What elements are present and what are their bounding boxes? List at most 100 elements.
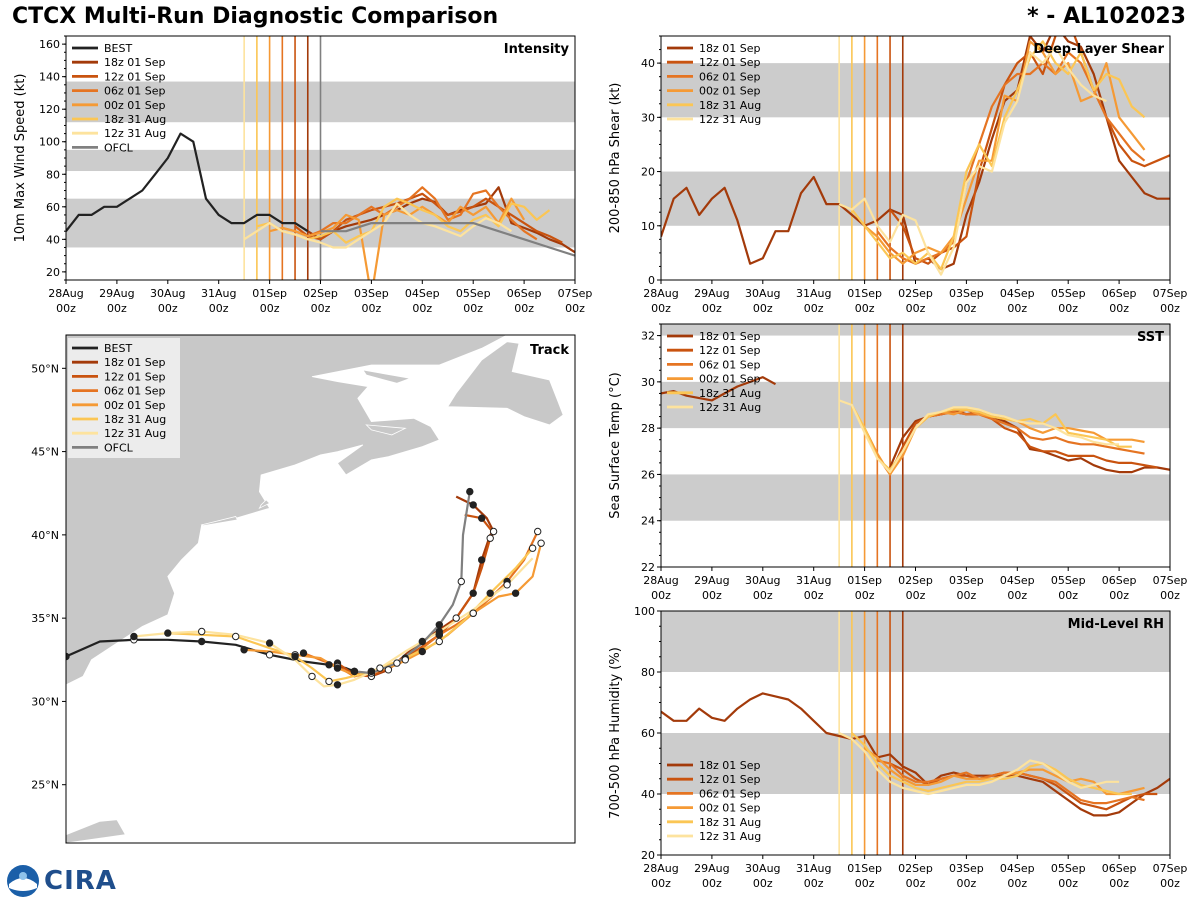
rh-ytick-label: 80 — [641, 666, 655, 679]
intensity-xtick-label: 01Sep — [252, 287, 287, 300]
intensity-xtick-label: 07Sep — [558, 287, 593, 300]
track-point-best — [198, 637, 206, 646]
sst-xtick-label: 02Sep — [898, 574, 933, 587]
shear-legend-label-12z-01-sep: 12z 01 Sep — [699, 56, 761, 69]
intensity-xtick-label: 00z — [463, 302, 483, 315]
track-point-ofcl — [435, 621, 443, 629]
track-point-best — [265, 651, 274, 659]
track-lat-tick-label: 45°N — [31, 446, 59, 459]
rh-series-12z-31-aug — [838, 732, 1120, 796]
track-legend-label-18z-01-sep: 18z 01 Sep — [104, 356, 166, 369]
track-point-12z-31-aug — [435, 627, 443, 636]
intensity-xtick-label: 31Aug — [201, 287, 236, 300]
sst-title: SST — [1137, 330, 1164, 345]
shear-legend-label-18z-31-aug: 18z 31 Aug — [699, 99, 761, 112]
intensity-xtick-label: 29Aug — [99, 287, 134, 300]
cira-logo-text: CIRA — [44, 866, 117, 896]
shear-ylabel: 200-850 hPa Shear (kt) — [608, 83, 623, 234]
pei-land — [365, 424, 407, 436]
rh-xtick-label: 31Aug — [796, 862, 831, 875]
intensity-xtick-label: 02Sep — [303, 287, 338, 300]
shear-legend-label-18z-01-sep: 18z 01 Sep — [699, 42, 761, 55]
rh-xtick-label: 00z — [855, 877, 875, 890]
intensity-ytick-label: 100 — [39, 136, 60, 149]
intensity-ylabel: 10m Max Wind Speed (kt) — [13, 74, 28, 243]
track-point-12z-31-aug — [130, 632, 138, 641]
track-legend-label-00z-01-sep: 00z 01 Sep — [104, 399, 166, 412]
intensity-xtick-label: 06Sep — [507, 287, 542, 300]
intensity-ytick-label: 40 — [46, 233, 60, 246]
shear-xtick-label: 02Sep — [898, 287, 933, 300]
shear-xtick-label: 00z — [1058, 302, 1078, 315]
intensity-xtick-label: 00z — [514, 302, 534, 315]
intensity-series-06z-01-sep — [282, 186, 538, 241]
sst-ytick-label: 22 — [641, 561, 655, 574]
track-frame — [65, 334, 576, 844]
sst-legend-label-00z-01-sep: 00z 01 Sep — [699, 373, 761, 386]
intensity-series-00z-01-sep — [269, 197, 526, 280]
sst-ytick-label: 30 — [641, 376, 655, 389]
intensity-legend-label-18z-31-aug: 18z 31 Aug — [104, 113, 166, 126]
intensity-legend-label-ofcl: OFCL — [104, 141, 134, 154]
cape-cod-land — [258, 499, 271, 510]
rh-xtick-label: 00z — [651, 877, 671, 890]
shear-series-18z-31-aug — [851, 40, 1146, 271]
sst-ytick-label: 32 — [641, 330, 655, 343]
track-point-18z-01-sep — [384, 666, 393, 674]
anticosti-land — [362, 369, 412, 384]
newfoundland-land — [447, 341, 564, 426]
rh-ytick-label: 40 — [641, 788, 655, 801]
intensity-ytick-label: 80 — [46, 168, 60, 181]
rh-series-18z-01-sep — [661, 692, 1170, 817]
rh-xtick-label: 00z — [804, 877, 824, 890]
shear-title: Deep-Layer Shear — [1033, 42, 1164, 57]
long-island-land — [200, 516, 238, 527]
track-point-18z-01-sep — [478, 556, 486, 564]
track-point-00z-01-sep — [469, 609, 477, 617]
track-point-ofcl — [466, 487, 474, 496]
shear-xtick-label: 00z — [702, 302, 722, 315]
shear-xtick-label: 31Aug — [796, 287, 831, 300]
track-point-best — [325, 661, 333, 669]
track-point-12z-31-aug — [503, 581, 511, 589]
sst-legend-label-06z-01-sep: 06z 01 Sep — [699, 358, 761, 371]
track-point-12z-01-sep — [478, 514, 486, 522]
shear-xtick-label: 00z — [957, 302, 977, 315]
sst-ytick-label: 26 — [641, 468, 655, 481]
sst-xtick-label: 00z — [1160, 589, 1180, 602]
shear-xtick-label: 29Aug — [694, 287, 729, 300]
rh-xtick-label: 00z — [702, 877, 722, 890]
sst-xtick-label: 00z — [804, 589, 824, 602]
sst-xtick-label: 05Sep — [1051, 574, 1086, 587]
bahamas-land — [66, 819, 127, 843]
intensity-legend-label-best: BEST — [104, 42, 132, 55]
intensity-legend-label-18z-01-sep: 18z 01 Sep — [104, 56, 166, 69]
intensity-xtick-label: 00z — [311, 302, 331, 315]
intensity-xtick-label: 00z — [412, 302, 432, 315]
intensity-series-12z-31-aug — [243, 202, 512, 249]
sst-xtick-label: 29Aug — [694, 574, 729, 587]
shear-xtick-label: 04Sep — [1000, 287, 1035, 300]
sst-xtick-label: 00z — [957, 589, 977, 602]
rh-ytick-label: 60 — [641, 727, 655, 740]
shear-ytick-label: 10 — [641, 220, 655, 233]
track-point-00z-01-sep — [418, 647, 426, 656]
track-point-18z-01-sep — [418, 637, 426, 646]
track-legend-label-12z-31-aug: 12z 31 Aug — [104, 427, 166, 440]
rh-xtick-label: 00z — [753, 877, 773, 890]
track-point-best — [66, 652, 70, 661]
rh-xtick-label: 05Sep — [1051, 862, 1086, 875]
intensity-series-12z-01-sep — [294, 192, 563, 244]
rh-panel: 20 40 60 80 100 28Aug 00z 29Aug 00z 30Aug 00z 31Aug… — [608, 605, 1187, 890]
rh-ytick-label: 20 — [641, 849, 655, 862]
track-point-18z-01-sep — [489, 527, 498, 536]
track-series-18z-31-aug — [167, 547, 534, 683]
sst-plot-area — [661, 324, 1170, 567]
track-point-12z-31-aug — [376, 664, 384, 672]
sst-xtick-label: 00z — [651, 589, 671, 602]
shear-xtick-label: 00z — [1007, 302, 1027, 315]
intensity-xtick-label: 00z — [209, 302, 229, 315]
shear-band-0 — [661, 171, 1170, 226]
track-point-00z-01-sep — [333, 664, 342, 672]
